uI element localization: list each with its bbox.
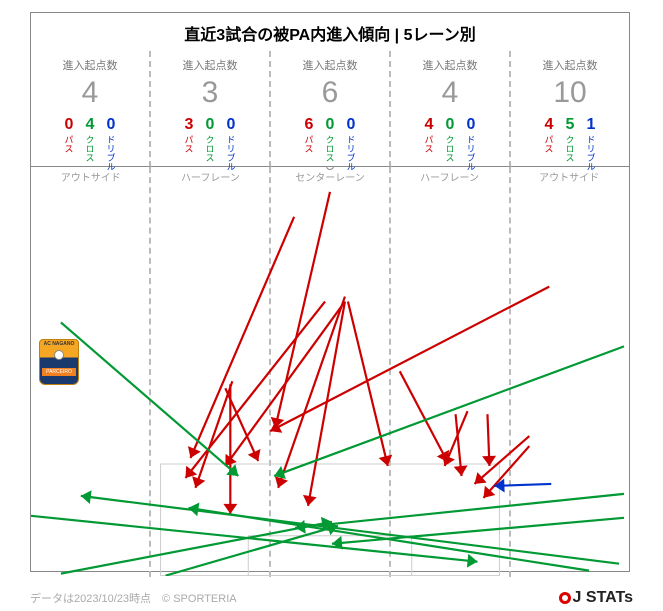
pass-count: 0 xyxy=(65,117,74,133)
cross-label: クロス xyxy=(324,135,337,162)
dribble-count: 0 xyxy=(347,117,356,133)
lane-stat: 進入起点数33パス0クロス0ドリブル xyxy=(151,51,271,167)
cross-label: クロス xyxy=(564,135,577,162)
cross-count: 5 xyxy=(566,117,575,133)
lane-stat: 進入起点数44パス0クロス0ドリブル xyxy=(391,51,511,167)
lane-breakdown: 0 パス 4 クロス 0 ドリブル xyxy=(33,117,147,171)
lane-stat-label: 進入起点数 xyxy=(513,57,627,73)
pass-label: パス xyxy=(423,135,436,153)
lane-total: 10 xyxy=(513,75,627,111)
lane-stat: 進入起点数40パス4クロス0ドリブル xyxy=(31,51,151,167)
logo-banner-text: PARCEIRO xyxy=(42,368,76,376)
cross-label: クロス xyxy=(204,135,217,162)
dribble-count: 0 xyxy=(467,117,476,133)
pass-label: パス xyxy=(63,135,76,153)
lane-total: 4 xyxy=(393,75,507,111)
pass-label: パス xyxy=(183,135,196,153)
lane-total: 3 xyxy=(153,75,267,111)
dribble-label: ドリブル xyxy=(465,135,478,171)
pass-count: 4 xyxy=(545,117,554,133)
dribble-count: 0 xyxy=(227,117,236,133)
lane-name: センターレーン xyxy=(270,169,390,184)
pass-count: 4 xyxy=(425,117,434,133)
pass-count: 6 xyxy=(305,117,314,133)
lane-breakdown: 3 パス 0 クロス 0 ドリブル xyxy=(153,117,267,171)
logo-ball-icon xyxy=(54,350,64,360)
dribble-label: ドリブル xyxy=(585,135,598,171)
field-area: アウトサイドハーフレーンセンターレーンハーフレーンアウトサイド AC NAGAN… xyxy=(31,167,629,577)
team-logo: AC NAGANO PARCEIRO xyxy=(39,339,81,387)
pass-label: パス xyxy=(303,135,316,153)
j-dot-icon xyxy=(559,592,571,604)
lane-total: 4 xyxy=(33,75,147,111)
lane-name: アウトサイド xyxy=(509,169,629,184)
dribble-label: ドリブル xyxy=(105,135,118,171)
chart-title: 直近3試合の被PA内進入傾向 | 5レーン別 xyxy=(31,13,629,51)
lane-stat: 進入起点数66パス0クロス0ドリブル xyxy=(271,51,391,167)
lane-name: ハーフレーン xyxy=(390,169,510,184)
lane-breakdown: 4 パス 5 クロス 1 ドリブル xyxy=(513,117,627,171)
lane-stat-label: 進入起点数 xyxy=(33,57,147,73)
pitch-svg xyxy=(31,167,629,576)
footer: データは2023/10/23時点 © SPORTERIA J STATs xyxy=(30,589,633,607)
chart-container: 直近3試合の被PA内進入傾向 | 5レーン別 進入起点数40パス4クロス0ドリブ… xyxy=(0,0,663,611)
dribble-label: ドリブル xyxy=(225,135,238,171)
lane-stat-label: 進入起点数 xyxy=(273,57,387,73)
footer-brand: J STATs xyxy=(559,589,633,607)
dribble-count: 1 xyxy=(587,117,596,133)
lane-names-row: アウトサイドハーフレーンセンターレーンハーフレーンアウトサイド xyxy=(31,169,629,184)
lane-total: 6 xyxy=(273,75,387,111)
cross-count: 0 xyxy=(446,117,455,133)
dribble-count: 0 xyxy=(107,117,116,133)
dribble-label: ドリブル xyxy=(345,135,358,171)
lane-stat-label: 進入起点数 xyxy=(393,57,507,73)
pass-count: 3 xyxy=(185,117,194,133)
lane-name: ハーフレーン xyxy=(151,169,271,184)
chart-area: 直近3試合の被PA内進入傾向 | 5レーン別 進入起点数40パス4クロス0ドリブ… xyxy=(30,12,630,572)
pass-label: パス xyxy=(543,135,556,153)
lane-name: アウトサイド xyxy=(31,169,151,184)
brand-text: J STATs xyxy=(573,589,633,607)
cross-count: 4 xyxy=(86,117,95,133)
lane-stats-row: 進入起点数40パス4クロス0ドリブル進入起点数33パス0クロス0ドリブル進入起点… xyxy=(31,51,629,167)
lane-breakdown: 4 パス 0 クロス 0 ドリブル xyxy=(393,117,507,171)
lane-breakdown: 6 パス 0 クロス 0 ドリブル xyxy=(273,117,387,171)
cross-label: クロス xyxy=(444,135,457,162)
cross-count: 0 xyxy=(206,117,215,133)
lane-stat-label: 進入起点数 xyxy=(153,57,267,73)
lane-stat: 進入起点数104パス5クロス1ドリブル xyxy=(511,51,629,167)
cross-label: クロス xyxy=(84,135,97,162)
cross-count: 0 xyxy=(326,117,335,133)
logo-top-text: AC NAGANO xyxy=(40,342,78,347)
footer-credit: データは2023/10/23時点 © SPORTERIA xyxy=(30,590,237,606)
